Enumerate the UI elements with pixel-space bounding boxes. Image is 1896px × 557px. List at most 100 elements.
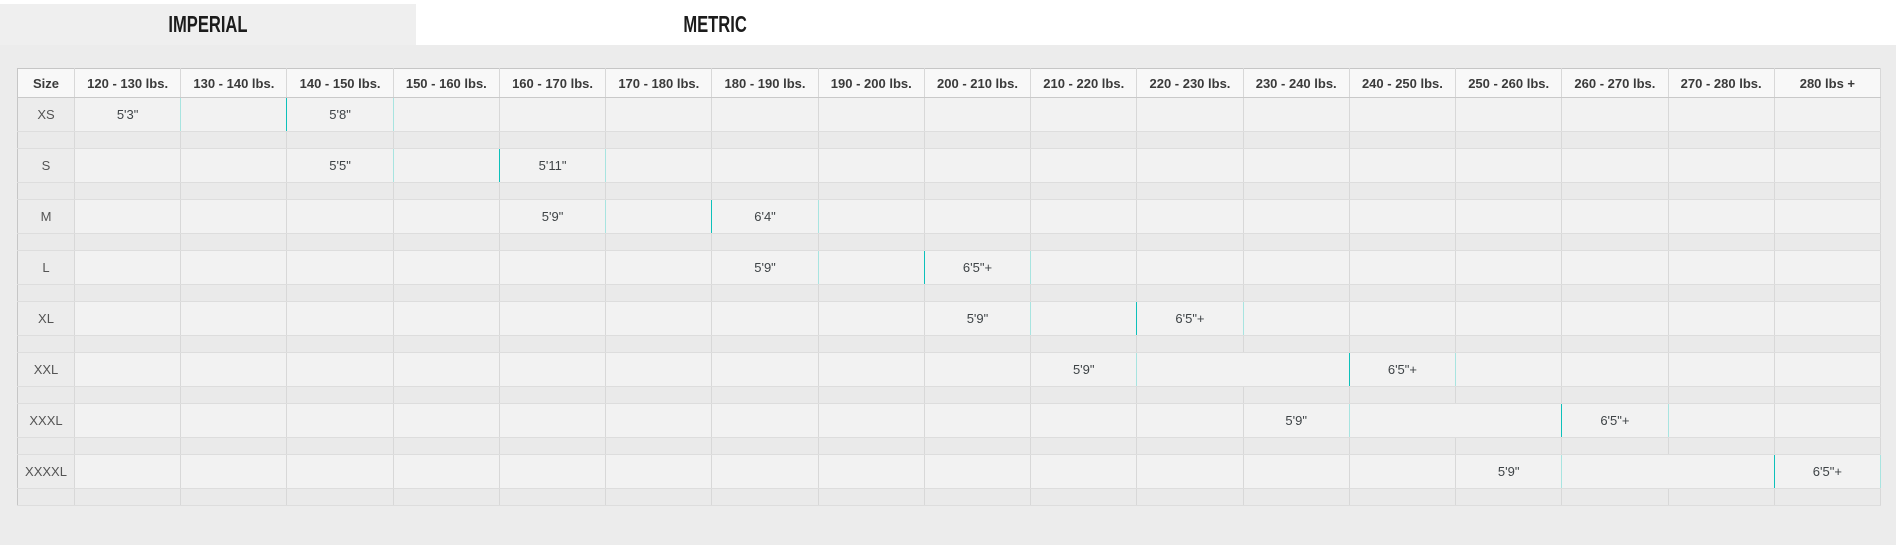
- spacer-cell: [1136, 284, 1244, 302]
- spacer-cell: [393, 488, 500, 506]
- empty-weight-cell: [1136, 454, 1244, 489]
- spacer-cell: [180, 284, 288, 302]
- spacer-cell: [1561, 131, 1669, 149]
- empty-weight-cell: [286, 250, 394, 285]
- spacer-cell: [1136, 131, 1244, 149]
- spacer-cell: [286, 386, 394, 404]
- spacer-cell: [711, 182, 819, 200]
- spacer-cell: [286, 131, 394, 149]
- spacer-cell: [499, 488, 607, 506]
- spacer-cell: [180, 386, 288, 404]
- spacer-cell: [711, 386, 819, 404]
- weight-column-header: 280 lbs +: [1774, 68, 1882, 98]
- height-value-cell: 5'9": [1030, 352, 1138, 387]
- spacer-cell: [924, 437, 1032, 455]
- spacer-cell: [1030, 488, 1138, 506]
- empty-weight-cell: [711, 352, 819, 387]
- spacer-cell: [924, 131, 1032, 149]
- empty-weight-cell: [1455, 199, 1563, 234]
- spacer-cell: [605, 284, 713, 302]
- height-value-cell: 6'5"+: [924, 250, 1032, 285]
- empty-weight-cell: [1668, 250, 1775, 285]
- empty-weight-cell: [1455, 352, 1563, 387]
- empty-weight-cell: [1030, 403, 1138, 438]
- spacer-cell: [1243, 386, 1350, 404]
- weight-column-header: 210 - 220 lbs.: [1030, 68, 1138, 98]
- empty-weight-cell: [818, 148, 925, 183]
- spacer-cell: [818, 488, 925, 506]
- size-column-header: Size: [17, 68, 75, 98]
- empty-weight-cell: [1136, 250, 1244, 285]
- empty-weight-cell: [1349, 199, 1457, 234]
- weight-column-header: 200 - 210 lbs.: [924, 68, 1032, 98]
- tab-metric[interactable]: METRIC: [416, 4, 1014, 45]
- empty-weight-cell: [1668, 301, 1775, 336]
- spacer-cell: [17, 284, 75, 302]
- empty-weight-cell: [499, 352, 607, 387]
- empty-weight-cell: [1136, 148, 1244, 183]
- spacer-cell: [1774, 488, 1882, 506]
- spacer-cell: [605, 233, 713, 251]
- spacer-cell: [1030, 131, 1138, 149]
- empty-weight-cell: [924, 403, 1032, 438]
- spacer-cell: [1774, 284, 1882, 302]
- spacer-cell: [1668, 131, 1775, 149]
- spacer-cell: [17, 182, 75, 200]
- table-row-xxxl: XXXL 5'9" 6'5"+: [17, 403, 1882, 438]
- empty-weight-cell: [499, 301, 607, 336]
- size-label-cell: XS: [17, 97, 75, 132]
- size-label-cell: L: [17, 250, 75, 285]
- spacer-cell: [180, 437, 288, 455]
- spacer-cell: [180, 182, 288, 200]
- spacer-cell: [1455, 437, 1563, 455]
- table-row-xxxxl: XXXXL 5'9" 6'5"+: [17, 454, 1882, 489]
- spacer-cell: [17, 386, 75, 404]
- empty-weight-cell: [1774, 352, 1882, 387]
- size-label-cell: XXXXL: [17, 454, 75, 489]
- empty-weight-cell: [1030, 97, 1138, 132]
- spacer-cell: [818, 233, 925, 251]
- empty-weight-cell: [393, 352, 500, 387]
- empty-weight-cell: [1561, 97, 1669, 132]
- empty-weight-cell: [605, 301, 713, 336]
- spacer-cell: [17, 233, 75, 251]
- height-value-cell: 5'3": [74, 97, 182, 132]
- spacer-cell: [74, 335, 182, 353]
- empty-weight-cell: [393, 403, 500, 438]
- spacer-cell: [1136, 386, 1244, 404]
- height-range-fill-cell: [1561, 454, 1775, 489]
- empty-weight-cell: [605, 403, 713, 438]
- tab-imperial[interactable]: IMPERIAL: [0, 4, 416, 45]
- spacer-cell: [924, 335, 1032, 353]
- spacer-cell: [1243, 131, 1350, 149]
- empty-weight-cell: [499, 454, 607, 489]
- weight-column-header: 120 - 130 lbs.: [74, 68, 182, 98]
- empty-weight-cell: [1774, 97, 1882, 132]
- spacer-cell: [1349, 233, 1457, 251]
- spacer-cell: [74, 233, 182, 251]
- spacer-cell: [1136, 437, 1244, 455]
- height-value-cell: 5'9": [924, 301, 1032, 336]
- empty-weight-cell: [180, 352, 288, 387]
- spacer-cell: [180, 335, 288, 353]
- empty-weight-cell: [1349, 454, 1457, 489]
- empty-weight-cell: [286, 454, 394, 489]
- spacer-cell: [74, 131, 182, 149]
- spacer-cell: [818, 182, 925, 200]
- spacer-cell: [605, 386, 713, 404]
- empty-weight-cell: [499, 403, 607, 438]
- weight-column-header: 190 - 200 lbs.: [818, 68, 925, 98]
- empty-weight-cell: [74, 403, 182, 438]
- spacer-cell: [1668, 284, 1775, 302]
- spacer-cell: [1774, 131, 1882, 149]
- spacer-cell: [1668, 386, 1775, 404]
- spacer-cell: [1455, 233, 1563, 251]
- empty-weight-cell: [74, 250, 182, 285]
- height-value-cell: 6'5"+: [1136, 301, 1244, 336]
- height-value-cell: 5'5": [286, 148, 394, 183]
- empty-weight-cell: [924, 199, 1032, 234]
- empty-weight-cell: [180, 454, 288, 489]
- spacer-cell: [17, 437, 75, 455]
- spacer-cell: [499, 182, 607, 200]
- spacer-cell: [1243, 182, 1350, 200]
